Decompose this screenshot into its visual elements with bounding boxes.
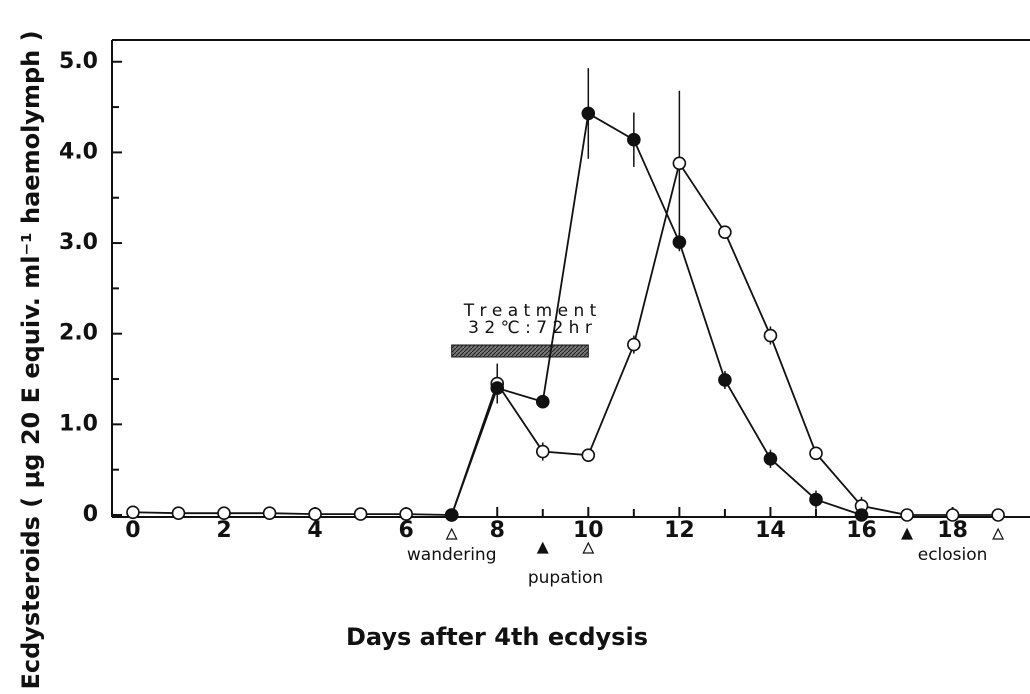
data-point	[945, 508, 960, 522]
stage-marker	[445, 527, 458, 540]
stage-marker	[901, 527, 914, 540]
data-point	[490, 381, 505, 395]
series-line	[132, 161, 999, 516]
data-point	[581, 106, 596, 121]
data-point	[809, 446, 823, 461]
y-tick-label: 2.0	[59, 321, 98, 346]
data-point	[854, 508, 869, 522]
data-point	[718, 225, 732, 239]
data-point	[444, 508, 459, 522]
treatment-label: 3 2 ℃ : 7 2 h r	[468, 318, 592, 338]
x-tick-label: 18	[937, 518, 968, 543]
y-tick-label: 1.0	[59, 411, 98, 436]
stage-label: wandering	[407, 545, 497, 565]
x-tick-label: 14	[755, 518, 786, 543]
y-tick-label: 3.0	[59, 230, 98, 255]
series-line	[450, 111, 862, 516]
data-point	[900, 508, 914, 522]
stage-label: eclosion	[918, 545, 988, 565]
data-point	[581, 448, 596, 462]
x-tick-label: 0	[125, 518, 140, 543]
y-tick-label: 4.0	[59, 139, 98, 164]
data-point	[535, 444, 550, 459]
data-point	[672, 156, 687, 171]
x-tick-label: 4	[307, 518, 322, 543]
stage-marker	[536, 541, 549, 554]
data-point	[809, 492, 823, 507]
data-point	[991, 508, 1005, 522]
data-point	[171, 506, 186, 520]
data-point	[308, 507, 322, 521]
x-tick-label: 16	[846, 518, 877, 543]
data-point	[718, 373, 732, 387]
y-tick-label: 5.0	[59, 49, 98, 74]
y-axis-label: Ecdysteroids ( μg 20 E equiv. ml⁻¹ haemo…	[17, 30, 45, 689]
stage-marker	[992, 527, 1005, 540]
treatment-label: T r e a t m e n t	[463, 301, 597, 321]
data-point	[126, 505, 140, 520]
data-point	[217, 506, 231, 520]
y-tick-label: 0	[83, 502, 98, 527]
data-point	[627, 132, 641, 147]
x-tick-label: 10	[573, 518, 604, 543]
data-point	[763, 328, 778, 343]
x-tick-label: 6	[399, 518, 414, 543]
data-point	[535, 394, 550, 409]
stage-label: pupation	[528, 568, 603, 588]
x-tick-label: 12	[664, 518, 695, 543]
data-point	[262, 506, 277, 520]
treatment-bar	[451, 344, 589, 358]
x-tick-label: 8	[490, 518, 505, 543]
x-tick-label: 2	[216, 518, 231, 543]
data-point	[763, 451, 778, 466]
stage-marker	[582, 541, 595, 554]
x-axis-label: Days after 4th ecdysis	[346, 623, 648, 651]
data-point	[353, 507, 368, 521]
data-point	[399, 507, 413, 521]
data-point	[627, 337, 641, 352]
data-point	[672, 235, 687, 249]
